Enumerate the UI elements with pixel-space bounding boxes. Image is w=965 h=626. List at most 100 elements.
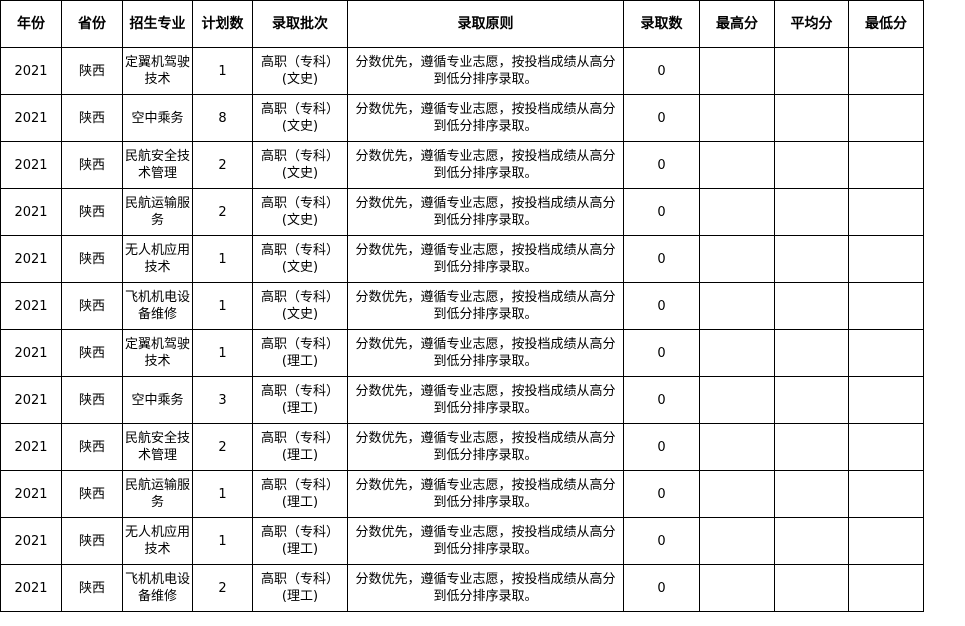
cell-province: 陕西 [61, 94, 123, 142]
cell-admitted-count: 0 [623, 564, 700, 612]
cell-admitted-count: 0 [623, 141, 700, 189]
cell-batch: 高职（专科）(理工) [252, 376, 348, 424]
cell-principle: 分数优先，遵循专业志愿，按投档成绩从高分到低分排序录取。 [347, 376, 624, 424]
cell-batch: 高职（专科）(文史) [252, 47, 348, 95]
cell-batch: 高职（专科）(文史) [252, 235, 348, 283]
table-row: 2021 陕西 民航运输服务 1 高职（专科）(理工) 分数优先，遵循专业志愿，按投档成绩… [0, 470, 924, 518]
cell-province: 陕西 [61, 423, 123, 471]
cell-principle: 分数优先，遵循专业志愿，按投档成绩从高分到低分排序录取。 [347, 564, 624, 612]
cell-admitted-count: 0 [623, 188, 700, 236]
cell-max-score [699, 564, 775, 612]
cell-major: 定翼机驾驶技术 [122, 329, 193, 377]
cell-province: 陕西 [61, 47, 123, 95]
cell-min-score [848, 47, 924, 95]
cell-admitted-count: 0 [623, 94, 700, 142]
table-row: 2021 陕西 民航安全技术管理 2 高职（专科）(文史) 分数优先，遵循专业志愿，按投档… [0, 141, 924, 189]
cell-plan-count: 2 [192, 564, 253, 612]
cell-avg-score [774, 470, 849, 518]
cell-major: 飞机机电设备维修 [122, 564, 193, 612]
cell-province: 陕西 [61, 470, 123, 518]
cell-admitted-count: 0 [623, 470, 700, 518]
cell-major: 空中乘务 [122, 94, 193, 142]
header-major: 招生专业 [122, 0, 193, 48]
header-principle: 录取原则 [347, 0, 624, 48]
header-year: 年份 [0, 0, 62, 48]
cell-batch: 高职（专科）(理工) [252, 470, 348, 518]
header-province: 省份 [61, 0, 123, 48]
cell-min-score [848, 376, 924, 424]
cell-min-score [848, 517, 924, 565]
table-row: 2021 陕西 民航安全技术管理 2 高职（专科）(理工) 分数优先，遵循专业志愿，按投档… [0, 423, 924, 471]
cell-plan-count: 3 [192, 376, 253, 424]
cell-principle: 分数优先，遵循专业志愿，按投档成绩从高分到低分排序录取。 [347, 235, 624, 283]
cell-admitted-count: 0 [623, 47, 700, 95]
cell-principle: 分数优先，遵循专业志愿，按投档成绩从高分到低分排序录取。 [347, 94, 624, 142]
table-row: 2021 陕西 定翼机驾驶技术 1 高职（专科）(理工) 分数优先，遵循专业志愿，按投档成… [0, 329, 924, 377]
cell-year: 2021 [0, 517, 62, 565]
cell-min-score [848, 564, 924, 612]
cell-year: 2021 [0, 235, 62, 283]
cell-avg-score [774, 47, 849, 95]
cell-plan-count: 1 [192, 235, 253, 283]
cell-major: 民航运输服务 [122, 470, 193, 518]
cell-year: 2021 [0, 470, 62, 518]
cell-province: 陕西 [61, 376, 123, 424]
cell-province: 陕西 [61, 188, 123, 236]
cell-avg-score [774, 94, 849, 142]
cell-min-score [848, 329, 924, 377]
cell-max-score [699, 188, 775, 236]
cell-plan-count: 2 [192, 188, 253, 236]
cell-principle: 分数优先，遵循专业志愿，按投档成绩从高分到低分排序录取。 [347, 517, 624, 565]
table-row: 2021 陕西 空中乘务 8 高职（专科）(文史) 分数优先，遵循专业志愿，按投档成绩从高… [0, 94, 924, 142]
cell-plan-count: 8 [192, 94, 253, 142]
cell-avg-score [774, 564, 849, 612]
cell-plan-count: 2 [192, 141, 253, 189]
cell-year: 2021 [0, 564, 62, 612]
cell-max-score [699, 141, 775, 189]
cell-principle: 分数优先，遵循专业志愿，按投档成绩从高分到低分排序录取。 [347, 470, 624, 518]
cell-max-score [699, 423, 775, 471]
cell-avg-score [774, 423, 849, 471]
cell-year: 2021 [0, 423, 62, 471]
header-row: 年份 省份 招生专业 计划数 录取批次 录取原则 录取数 最高分 平均分 最低分 [0, 0, 924, 48]
header-min-score: 最低分 [848, 0, 924, 48]
cell-avg-score [774, 235, 849, 283]
cell-plan-count: 1 [192, 329, 253, 377]
cell-batch: 高职（专科）(文史) [252, 188, 348, 236]
cell-max-score [699, 94, 775, 142]
cell-avg-score [774, 376, 849, 424]
cell-plan-count: 1 [192, 47, 253, 95]
cell-year: 2021 [0, 141, 62, 189]
admission-table: 年份 省份 招生专业 计划数 录取批次 录取原则 录取数 最高分 平均分 最低分 2021 陕西 定翼… [0, 0, 924, 612]
header-plan-count: 计划数 [192, 0, 253, 48]
cell-min-score [848, 141, 924, 189]
cell-plan-count: 1 [192, 470, 253, 518]
cell-principle: 分数优先，遵循专业志愿，按投档成绩从高分到低分排序录取。 [347, 47, 624, 95]
table-row: 2021 陕西 无人机应用技术 1 高职（专科）(文史) 分数优先，遵循专业志愿，按投档成… [0, 235, 924, 283]
cell-plan-count: 2 [192, 423, 253, 471]
cell-major: 民航安全技术管理 [122, 141, 193, 189]
cell-batch: 高职（专科）(理工) [252, 329, 348, 377]
table-row: 2021 陕西 无人机应用技术 1 高职（专科）(理工) 分数优先，遵循专业志愿，按投档成… [0, 517, 924, 565]
cell-principle: 分数优先，遵循专业志愿，按投档成绩从高分到低分排序录取。 [347, 423, 624, 471]
cell-max-score [699, 47, 775, 95]
cell-major: 无人机应用技术 [122, 517, 193, 565]
cell-year: 2021 [0, 94, 62, 142]
cell-min-score [848, 282, 924, 330]
cell-major: 民航安全技术管理 [122, 423, 193, 471]
cell-avg-score [774, 188, 849, 236]
cell-year: 2021 [0, 188, 62, 236]
cell-admitted-count: 0 [623, 282, 700, 330]
cell-year: 2021 [0, 329, 62, 377]
cell-batch: 高职（专科）(理工) [252, 423, 348, 471]
cell-province: 陕西 [61, 235, 123, 283]
cell-admitted-count: 0 [623, 235, 700, 283]
cell-year: 2021 [0, 376, 62, 424]
cell-batch: 高职（专科）(文史) [252, 141, 348, 189]
table-row: 2021 陕西 民航运输服务 2 高职（专科）(文史) 分数优先，遵循专业志愿，按投档成绩… [0, 188, 924, 236]
cell-min-score [848, 188, 924, 236]
cell-min-score [848, 235, 924, 283]
header-max-score: 最高分 [699, 0, 775, 48]
table-row: 2021 陕西 飞机机电设备维修 1 高职（专科）(文史) 分数优先，遵循专业志愿，按投档… [0, 282, 924, 330]
header-admitted-count: 录取数 [623, 0, 700, 48]
